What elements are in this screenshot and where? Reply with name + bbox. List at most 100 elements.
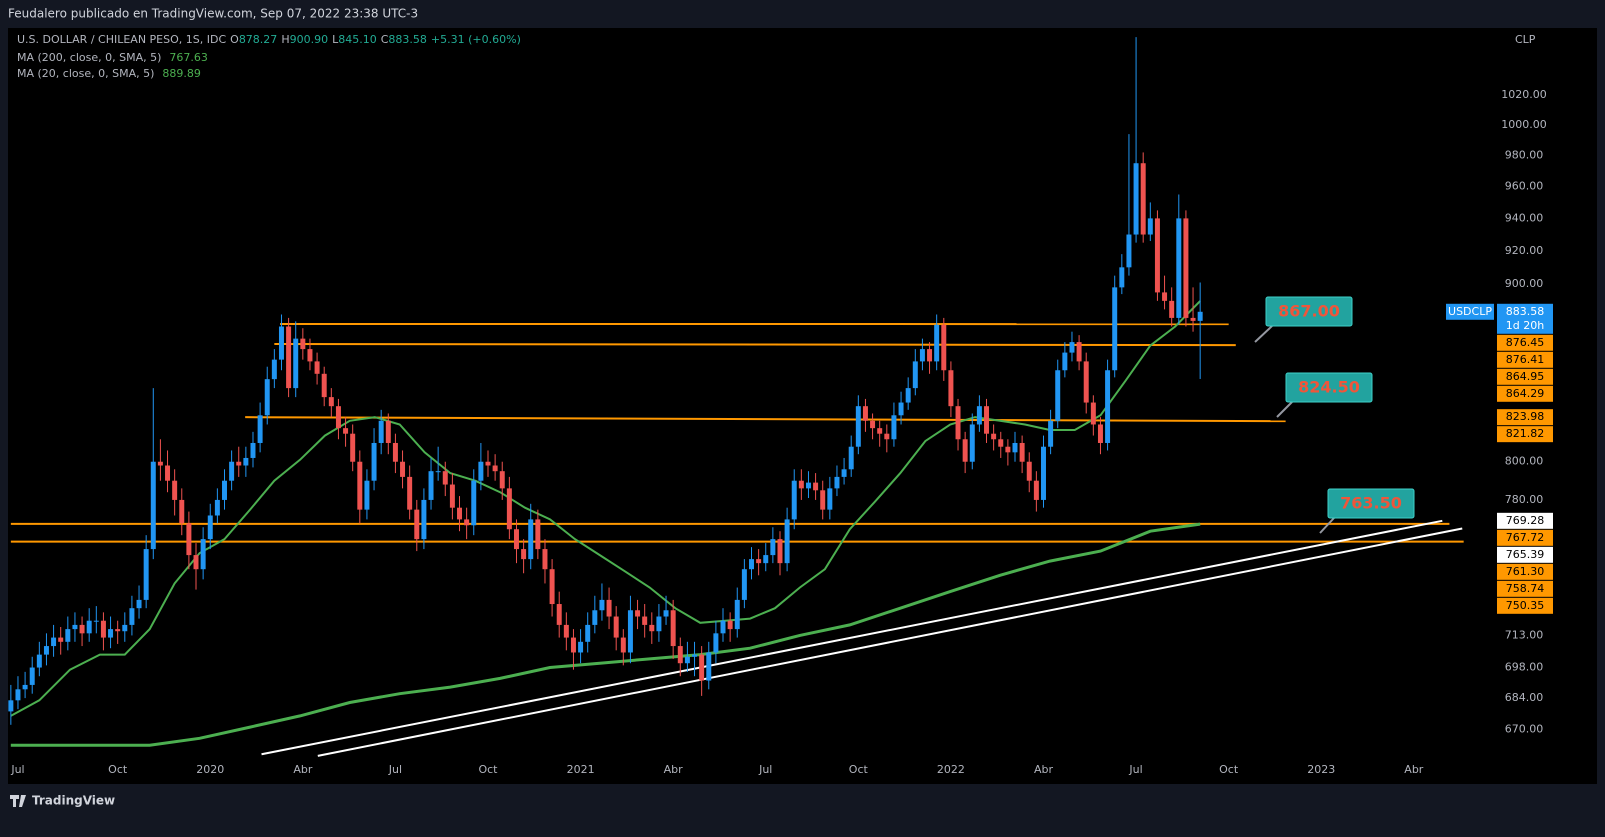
candle-body (492, 465, 498, 472)
countdown: 1d 20h (1506, 319, 1544, 332)
candle-body (870, 420, 876, 429)
candle-body (578, 641, 584, 653)
symbol: U.S. DOLLAR / CHILEAN PESO, 1S, IDC (17, 33, 226, 46)
candle-body (385, 420, 391, 443)
price-label: 769.28 (1506, 514, 1545, 527)
candle-body (542, 549, 548, 570)
candle-body (848, 446, 854, 470)
candle-body (720, 620, 726, 634)
candle-body (86, 620, 92, 634)
candle-body (335, 406, 341, 429)
candle-body (570, 637, 576, 653)
x-tick-label: Oct (478, 763, 498, 776)
price-label-box (1497, 334, 1553, 351)
axes: Jul Oct 2020 Abr Jul Oct 2021 Abr Jul Oct 2022 Abr J… (10, 88, 1553, 776)
candle-body (214, 499, 220, 516)
candle-body (642, 616, 648, 625)
brand: TradingView (32, 794, 115, 808)
horizontal-level (245, 416, 1286, 423)
x-tick-label: 2022 (937, 763, 965, 776)
candle-body (862, 406, 868, 421)
price-label-box (1497, 368, 1553, 385)
x-tick-label: Abr (293, 763, 313, 776)
candle-body (1055, 370, 1061, 421)
candle-body (713, 633, 719, 653)
candle-body (984, 406, 990, 434)
candle-body (898, 402, 904, 416)
chart-area (8, 28, 1597, 784)
candle-body (998, 439, 1004, 447)
legend-symbol: U.S. DOLLAR / CHILEAN PESO, 1S, IDC O878.… (17, 33, 521, 46)
x-tick-label: Jul (10, 763, 24, 776)
ticker-box (1446, 303, 1494, 320)
candle-body (65, 629, 71, 642)
candle-body (300, 338, 306, 350)
price-label: 758.74 (1506, 582, 1545, 595)
legend-name: MA (200, close, 0, SMA, 5) (17, 51, 161, 64)
candle-body (1069, 342, 1075, 353)
candle-body (250, 442, 256, 458)
candle-body (827, 488, 833, 510)
price-label-box (1497, 563, 1553, 580)
y-tick-label: 960.00 (1505, 180, 1544, 193)
candle-body (1154, 218, 1160, 293)
x-tick-label: Abr (1034, 763, 1054, 776)
candle-body (428, 471, 434, 500)
candle-body (449, 484, 455, 508)
candle-body (343, 428, 349, 434)
candle-body (613, 616, 619, 638)
candle-body (513, 529, 519, 550)
candle-body (556, 604, 562, 625)
candle-body (585, 624, 591, 642)
candle-body (371, 442, 377, 481)
candle-body (179, 499, 185, 524)
candle-body (1112, 287, 1118, 371)
x-tick-label: Jul (388, 763, 402, 776)
candle-body (1040, 446, 1046, 500)
legend-value: 767.63 (169, 51, 208, 64)
candle-body (157, 461, 163, 466)
price-label-box (1497, 303, 1553, 334)
candle-body (1090, 402, 1096, 425)
candle-body (8, 700, 14, 712)
candle-body (877, 428, 883, 434)
candle-body (350, 433, 356, 462)
moving-average (10, 300, 1201, 717)
y-tick-label: 940.00 (1505, 211, 1544, 224)
candle-body (79, 624, 85, 634)
candle-body (115, 629, 121, 632)
callout-text: 867.00 (1278, 302, 1340, 321)
price-label: 821.82 (1506, 427, 1545, 440)
candle-body (143, 549, 149, 600)
x-tick-label: 2021 (567, 763, 595, 776)
price-label: 823.98 (1506, 410, 1545, 423)
candle-body (649, 624, 655, 632)
legend-value: 878.27 (239, 33, 278, 46)
legend-value: 889.89 (162, 67, 201, 80)
candle-body (727, 620, 733, 630)
y-tick-label: 980.00 (1505, 149, 1544, 162)
candle-body (321, 373, 327, 398)
candle-body (663, 610, 669, 617)
candle-body (43, 646, 49, 655)
candle-body (692, 654, 698, 657)
price-label-box (1497, 409, 1553, 426)
ticker: USDCLP (1448, 305, 1492, 318)
candle-body (1190, 317, 1196, 321)
price-label: 767.72 (1506, 531, 1545, 544)
price-label-box (1497, 597, 1553, 614)
candle-body (307, 349, 313, 362)
trendline (261, 519, 1443, 756)
x-tick-label: 2023 (1307, 763, 1335, 776)
legend-ma20: MA (20, close, 0, SMA, 5) 889.89 (17, 67, 201, 80)
candle-body (791, 480, 797, 520)
candle-body (22, 684, 28, 690)
candle-body (784, 519, 790, 564)
legend-name: MA (20, close, 0, SMA, 5) (17, 67, 154, 80)
trendline (317, 527, 1463, 757)
y-tick-label: 684.00 (1505, 691, 1544, 704)
candle-body (1126, 234, 1132, 268)
callout-box (1327, 488, 1415, 519)
price-label-box (1497, 546, 1553, 563)
legend-value: 900.90 (290, 33, 329, 46)
